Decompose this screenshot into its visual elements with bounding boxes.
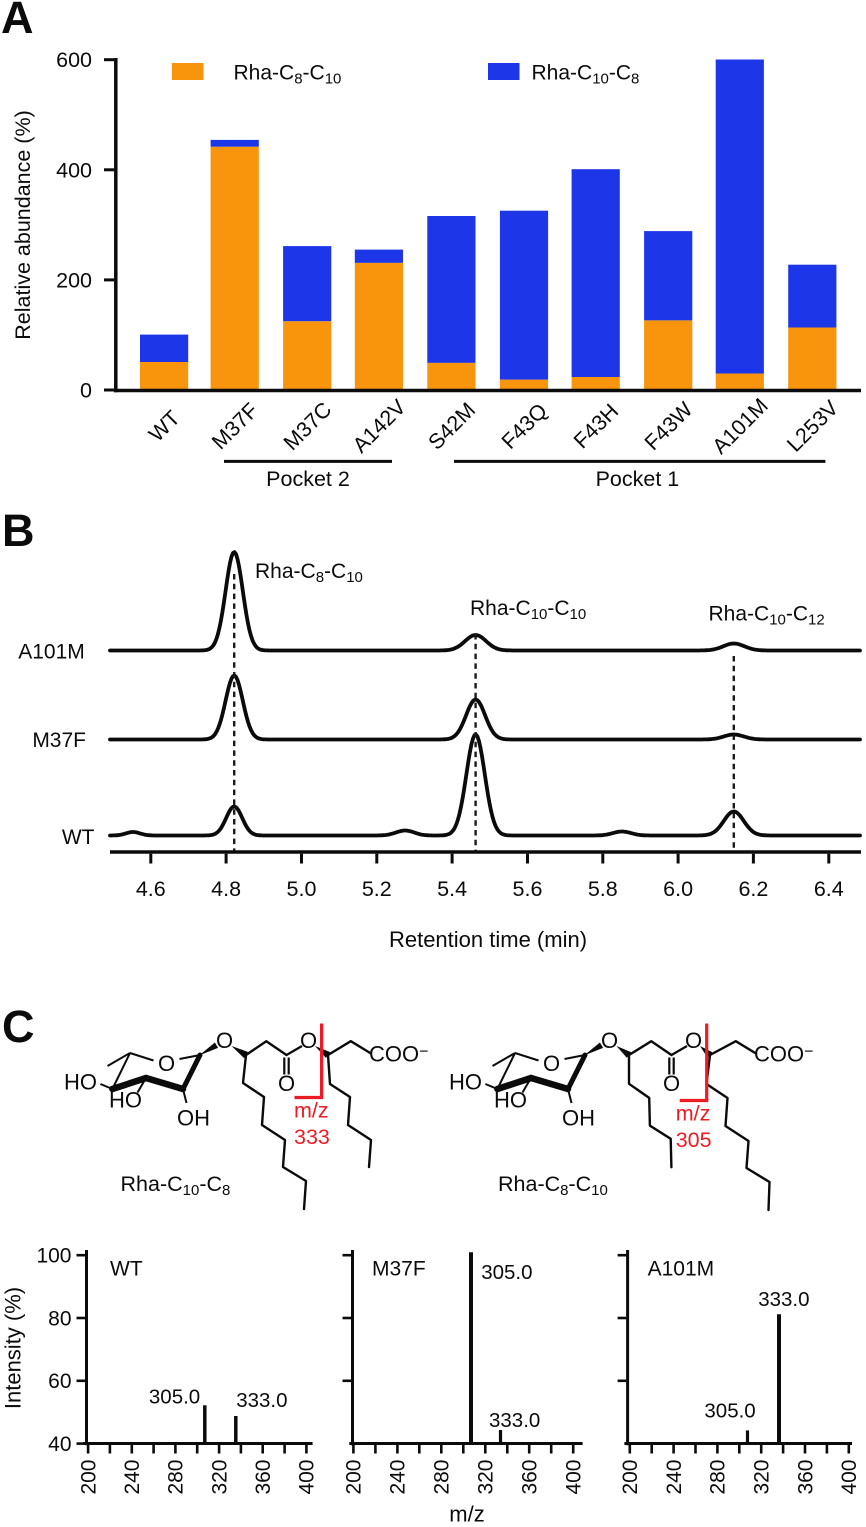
svg-text:Rha-C8-C10: Rha-C8-C10 (234, 62, 342, 88)
svg-text:Retention time (min): Retention time (min) (389, 927, 587, 952)
svg-text:240: 240 (387, 1460, 410, 1495)
svg-text:100: 100 (36, 1245, 71, 1268)
svg-text:333.0: 333.0 (489, 1409, 540, 1432)
svg-text:Rha-C10-C10: Rha-C10-C10 (470, 597, 586, 623)
svg-text:60: 60 (48, 1370, 71, 1393)
svg-text:COO−: COO− (369, 1042, 428, 1067)
svg-text:Pocket 2: Pocket 2 (266, 467, 350, 491)
svg-text:COO−: COO− (754, 1042, 813, 1067)
svg-text:6.0: 6.0 (663, 877, 693, 901)
svg-text:Rha-C10-C8: Rha-C10-C8 (121, 1172, 231, 1199)
svg-text:m/z: m/z (449, 1502, 484, 1527)
svg-text:Relative abundance (%): Relative abundance (%) (11, 110, 35, 339)
svg-text:O: O (543, 1051, 560, 1076)
svg-text:600: 600 (56, 48, 92, 72)
svg-text:400: 400 (296, 1460, 319, 1495)
svg-text:Rha-C8-C10: Rha-C8-C10 (255, 560, 363, 586)
svg-text:m/z: m/z (676, 1102, 711, 1126)
svg-text:5.2: 5.2 (362, 877, 392, 901)
svg-text:280: 280 (707, 1460, 730, 1495)
svg-text:333.0: 333.0 (758, 1288, 809, 1311)
svg-text:320: 320 (208, 1460, 231, 1495)
svg-text:200: 200 (56, 268, 92, 292)
svg-text:A101M: A101M (648, 1258, 715, 1281)
svg-text:B: B (2, 505, 35, 556)
svg-text:80: 80 (48, 1307, 71, 1330)
svg-text:360: 360 (252, 1460, 275, 1495)
svg-text:A: A (1, 0, 34, 43)
svg-text:HO: HO (64, 1070, 97, 1095)
svg-text:360: 360 (519, 1460, 542, 1495)
svg-text:O: O (216, 1028, 233, 1053)
svg-text:WT: WT (62, 826, 95, 849)
svg-text:4.6: 4.6 (136, 877, 166, 901)
svg-text:HO: HO (494, 1088, 527, 1113)
svg-text:HO: HO (109, 1088, 142, 1113)
svg-text:305.0: 305.0 (704, 1400, 755, 1423)
svg-text:A101M: A101M (18, 641, 85, 664)
svg-text:C: C (2, 1001, 35, 1052)
svg-text:0: 0 (80, 379, 92, 403)
svg-text:400: 400 (838, 1460, 861, 1495)
svg-text:O: O (685, 1028, 702, 1053)
svg-text:OH: OH (562, 1106, 595, 1131)
svg-text:5.8: 5.8 (588, 877, 618, 901)
svg-text:Rha-C8-C10: Rha-C8-C10 (498, 1172, 608, 1199)
svg-text:305.0: 305.0 (149, 1386, 200, 1409)
svg-text:200: 200 (77, 1460, 100, 1495)
svg-text:O: O (663, 1071, 680, 1096)
svg-text:HO: HO (449, 1070, 482, 1095)
svg-text:O: O (601, 1028, 618, 1053)
svg-text:Rha-C10-C12: Rha-C10-C12 (709, 603, 825, 629)
svg-text:Intensity (%): Intensity (%) (1, 1287, 26, 1409)
svg-text:O: O (278, 1071, 295, 1096)
svg-text:200: 200 (343, 1460, 366, 1495)
svg-text:M37F: M37F (32, 729, 86, 752)
svg-text:Rha-C10-C8: Rha-C10-C8 (532, 62, 640, 88)
svg-text:400: 400 (56, 158, 92, 182)
svg-text:M37F: M37F (372, 1258, 426, 1281)
svg-text:O: O (300, 1028, 317, 1053)
svg-text:5.0: 5.0 (287, 877, 317, 901)
svg-text:400: 400 (563, 1460, 586, 1495)
svg-text:333: 333 (294, 1125, 330, 1149)
svg-text:40: 40 (48, 1433, 71, 1456)
svg-text:360: 360 (794, 1460, 817, 1495)
svg-text:WT: WT (110, 1258, 143, 1281)
svg-text:240: 240 (121, 1460, 144, 1495)
svg-text:m/z: m/z (294, 1099, 329, 1123)
svg-text:305: 305 (676, 1128, 712, 1152)
svg-text:280: 280 (165, 1460, 188, 1495)
svg-text:333.0: 333.0 (236, 1389, 287, 1412)
svg-text:OH: OH (177, 1106, 210, 1131)
svg-text:6.4: 6.4 (814, 877, 844, 901)
svg-text:5.6: 5.6 (513, 877, 543, 901)
svg-text:280: 280 (431, 1460, 454, 1495)
svg-text:Pocket 1: Pocket 1 (596, 467, 680, 491)
svg-text:320: 320 (751, 1460, 774, 1495)
svg-text:4.8: 4.8 (211, 877, 241, 901)
svg-text:6.2: 6.2 (738, 877, 768, 901)
svg-text:305.0: 305.0 (481, 1261, 532, 1284)
svg-text:O: O (158, 1051, 175, 1076)
svg-text:5.4: 5.4 (437, 877, 467, 901)
svg-text:240: 240 (663, 1460, 686, 1495)
svg-text:200: 200 (619, 1460, 642, 1495)
svg-text:320: 320 (475, 1460, 498, 1495)
